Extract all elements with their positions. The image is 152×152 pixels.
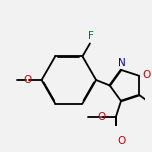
Text: O: O [98,112,106,122]
Text: O: O [143,70,151,80]
Text: N: N [118,58,126,68]
Text: O: O [24,75,32,85]
Text: O: O [117,136,126,146]
Text: F: F [88,31,94,41]
